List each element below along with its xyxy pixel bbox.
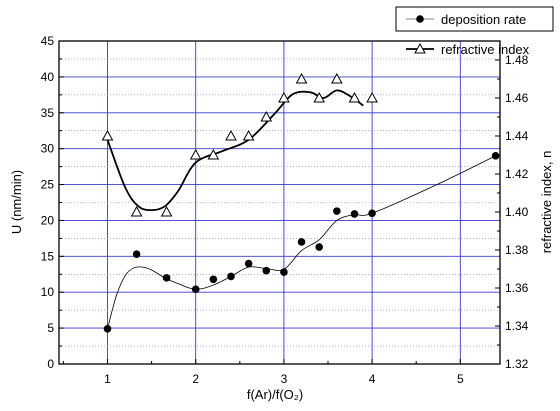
legend-label-refractive-index: refractive index: [441, 42, 530, 57]
x-tick-label: 2: [192, 372, 199, 386]
axis-ticks: 1 2 3 4 50510152025303540451.321.341.361.381…: [41, 34, 529, 386]
x-tick-label: 3: [281, 372, 288, 386]
y-left-tick-label: 30: [41, 142, 55, 156]
deposition-rate-point: [209, 275, 218, 284]
y-left-tick-label: 15: [41, 249, 55, 263]
y-right-tick-label: 1.32: [505, 357, 529, 371]
y-left-tick-label: 0: [47, 357, 54, 371]
deposition-rate-point: [491, 152, 500, 160]
y-left-tick-label: 5: [47, 321, 54, 335]
refractive-index-point: [295, 72, 308, 84]
grid: [59, 41, 500, 364]
deposition-rate-point: [297, 238, 306, 246]
y-right-tick-label: 1.48: [505, 53, 529, 67]
refractive-index-point: [260, 110, 273, 122]
deposition-rate-point: [162, 274, 171, 282]
refractive-index-point: [189, 148, 202, 160]
deposition-rate-point: [191, 285, 200, 294]
deposition-rate-point: [227, 272, 235, 281]
refractive-index-point: [130, 205, 143, 217]
deposition-rate-point: [244, 259, 253, 268]
refractive-index-point: [313, 91, 326, 103]
deposition-rate-point: [333, 207, 341, 215]
deposition-rate-point: [315, 243, 323, 251]
deposition-rate-point: [368, 209, 376, 218]
refractive-index-point: [160, 205, 173, 217]
x-tick-label: 1: [104, 372, 111, 386]
y-left-tick-label: 40: [41, 70, 55, 84]
refractive-index-point: [330, 72, 343, 84]
y-right-tick-label: 1.38: [505, 243, 529, 257]
markers: [101, 72, 500, 333]
refractive-index-point: [101, 129, 114, 141]
y-left-tick-label: 45: [41, 34, 55, 48]
y-left-tick-label: 35: [41, 106, 55, 120]
x-tick-label: 5: [457, 372, 464, 386]
legend-label-deposition-rate: deposition rate: [441, 12, 526, 27]
refractive-index-point: [278, 91, 290, 103]
refractive-index-point: [242, 129, 255, 141]
x-tick-label: 4: [369, 372, 376, 386]
series-line-refractive-index: [106, 89, 364, 212]
deposition-rate-point: [103, 325, 112, 333]
refractive-index-point: [348, 91, 361, 103]
refractive-index-point: [366, 91, 378, 103]
y-left-tick-label: 10: [41, 285, 55, 299]
y-axis-label-left: U (nm/min): [9, 170, 24, 234]
y-left-tick-label: 20: [41, 213, 55, 227]
refractive-index-point: [207, 148, 220, 160]
deposition-rate-point: [280, 268, 288, 276]
legend-marker-deposition-rate: [416, 15, 424, 23]
y-right-tick-label: 1.42: [505, 167, 529, 181]
y-right-tick-label: 1.44: [505, 129, 529, 143]
y-axis-label-right: refractive index, n: [539, 151, 554, 254]
y-left-tick-label: 25: [41, 178, 55, 192]
y-right-tick-label: 1.36: [505, 281, 529, 295]
y-right-tick-label: 1.46: [505, 91, 529, 105]
y-right-tick-label: 1.34: [505, 319, 529, 333]
y-right-tick-label: 1.40: [505, 205, 529, 219]
deposition-rate-point: [262, 266, 271, 275]
deposition-rate-point: [350, 210, 359, 218]
deposition-rate-point: [132, 250, 141, 258]
legend: deposition rate refractive index: [395, 6, 554, 57]
legend-marker-refractive-index: [414, 42, 426, 54]
refractive-index-point: [225, 129, 237, 141]
x-axis-label: f(Ar)/f(O₂): [247, 387, 303, 402]
